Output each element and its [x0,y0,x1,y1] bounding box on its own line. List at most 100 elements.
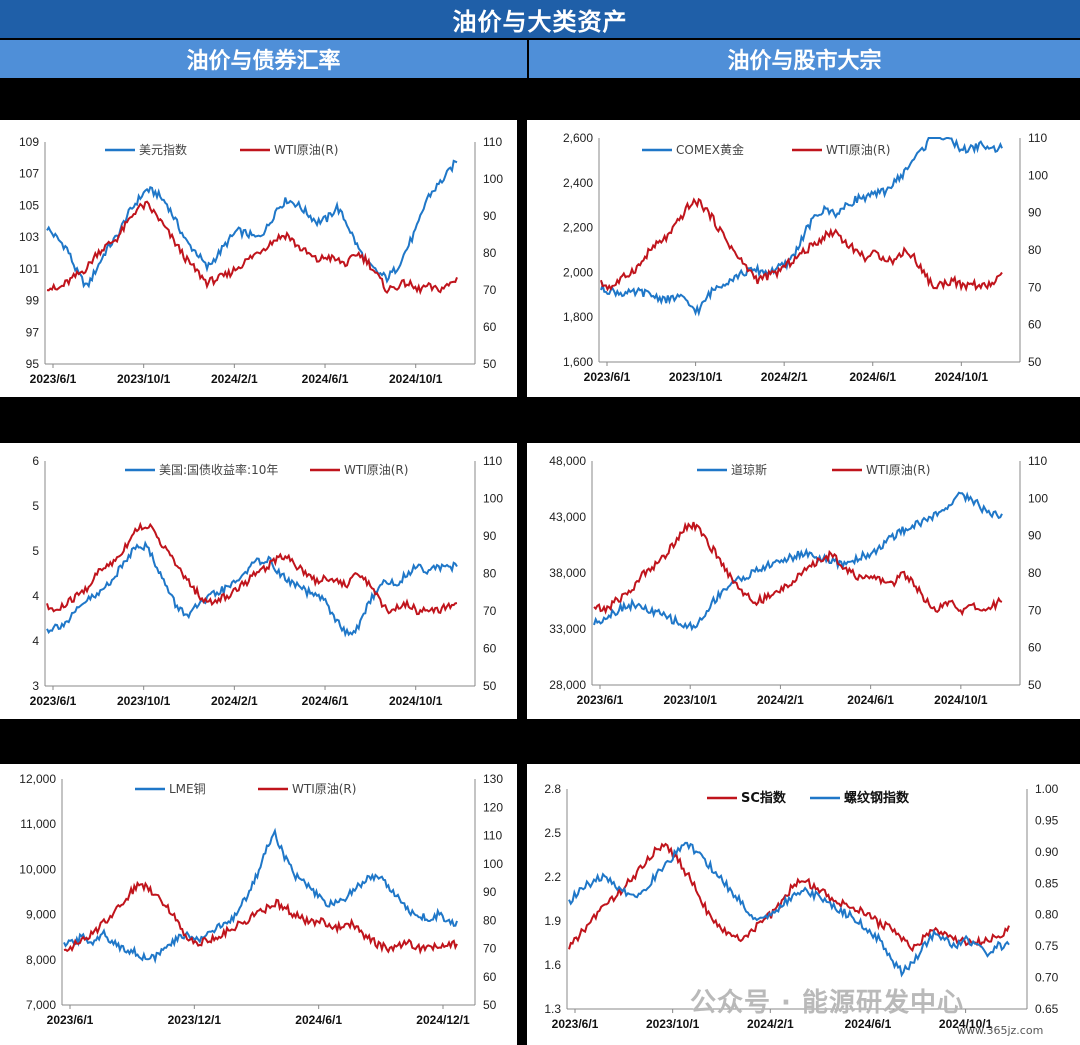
legend-label-1: LME铜 [169,781,206,796]
watermark-text: 公众号 · 能源研发中心 [690,988,964,1018]
y-right-tick-label: 100 [483,172,503,186]
x-tick-label: 2023/10/1 [646,1017,700,1031]
series-line-2 [46,200,458,296]
y-left-tick-label: 43,000 [549,510,586,524]
y-right-tick-label: 0.80 [1035,908,1059,922]
x-tick-label: 2024/6/1 [295,1013,342,1027]
y-left-tick-label: 109 [19,135,39,149]
series-line-2 [600,197,1003,293]
chart-panel-sc: 2.8 2.5 2.2 1.9 1.6 1.3 1.00 0.95 0.90 0.85 0.80 0.… [527,764,1080,1045]
y-left-tick-label: 6 [32,454,39,468]
chart-sc: 2.8 2.5 2.2 1.9 1.6 1.3 1.00 0.95 0.90 0.85 0.80 0.… [544,782,1059,1031]
y-right-tick-label: 110 [1028,454,1047,468]
y-left-tick-label: 2.8 [544,782,561,796]
right-section-header: 油价与股市大宗 [529,40,1080,78]
y-left-tick-label: 1,800 [563,310,593,324]
x-tick-label: 2024/6/1 [845,1017,892,1031]
watermark-site: www.365jz.com [957,1024,1044,1037]
x-tick-label: 2023/10/1 [664,693,718,707]
y-left-tick-label: 107 [19,167,39,181]
y-right-tick-label: 70 [1028,603,1042,617]
legend-label-1: SC指数 [741,790,787,806]
y-right-tick-label: 60 [483,970,497,984]
y-left-tick-label: 3 [32,679,39,693]
y-left-tick-label: 7,000 [26,998,56,1012]
x-tick-label: 2024/2/1 [757,693,804,707]
y-right-tick-label: 80 [483,913,497,927]
y-right-tick-label: 50 [1028,355,1042,369]
page-title: 油价与大类资产 [0,0,1080,38]
y-left-tick-label: 28,000 [549,678,586,692]
chart-treasury: 6 5 5 4 4 3 110 100 90 80 70 60 50 2023/6/1 2023/10/1 2… [30,454,504,708]
chart-panel-usd: 109 107 105 103 101 99 97 95 110 100 90 80 70 60 50 202… [0,120,517,397]
y-left-tick-label: 2,600 [563,131,593,145]
y-left-tick-label: 2,400 [563,176,593,190]
left-section-header: 油价与债券汇率 [0,40,527,78]
x-tick-label: 2023/10/1 [117,372,171,386]
y-left-tick-label: 10,000 [19,862,56,876]
chart-panel-gold: 2,600 2,400 2,200 2,000 1,800 1,600 110 100 90 80… [527,120,1080,397]
y-left-tick-label: 95 [26,357,40,371]
y-right-tick-label: 110 [483,829,502,843]
x-tick-label: 2023/6/1 [30,694,77,708]
series-line-2 [46,521,458,616]
y-left-tick-label: 1.9 [544,914,561,928]
y-right-tick-label: 120 [483,800,503,814]
legend-label-1: 美国:国债收益率:10年 [159,462,278,477]
y-right-tick-label: 0.70 [1035,971,1059,985]
chart-panel-dow: 48,000 43,000 38,000 33,000 28,000 110 100 90 80… [527,443,1080,719]
y-left-tick-label: 38,000 [549,566,586,580]
y-right-tick-label: 80 [483,567,497,581]
y-right-tick-label: 0.75 [1035,939,1059,953]
x-tick-label: 2024/10/1 [939,1017,993,1031]
y-left-tick-label: 2.2 [544,870,561,884]
legend-label-2: 螺纹钢指数 [844,790,910,806]
series-line-1 [568,842,1010,953]
y-left-tick-label: 105 [19,198,39,212]
y-left-tick-label: 103 [19,230,39,244]
x-tick-label: 2024/6/1 [302,372,349,386]
y-right-tick-label: 100 [1028,168,1048,182]
x-tick-label: 2023/10/1 [117,694,171,708]
series-line-1 [600,137,1003,317]
legend-label-2: WTI原油(R) [866,463,930,477]
x-tick-label: 2024/2/1 [211,372,258,386]
legend-label-1: 道琼斯 [731,462,767,477]
y-right-tick-label: 70 [483,283,497,297]
x-tick-label: 2023/10/1 [669,370,723,384]
y-left-tick-label: 8,000 [26,953,56,967]
y-left-tick-label: 33,000 [549,622,586,636]
y-right-tick-label: 1.00 [1035,782,1059,796]
legend-label-1: COMEX黄金 [676,142,744,157]
y-right-tick-label: 90 [483,209,497,223]
y-right-tick-label: 90 [1028,206,1042,220]
x-tick-label: 2023/6/1 [584,370,631,384]
y-right-tick-label: 80 [483,246,497,260]
chart-panel-treasury: 6 5 5 4 4 3 110 100 90 80 70 60 50 2023/6/1 2023/10/1 2… [0,443,517,719]
x-tick-label: 2024/6/1 [847,693,894,707]
y-right-tick-label: 60 [1028,641,1042,655]
y-right-tick-label: 80 [1028,243,1042,257]
y-left-tick-label: 2.5 [544,826,561,840]
y-right-tick-label: 70 [483,942,497,956]
y-right-tick-label: 90 [483,885,497,899]
series-line-1 [46,159,458,289]
y-left-tick-label: 11,000 [20,817,56,831]
y-right-tick-label: 70 [483,604,497,618]
x-tick-label: 2024/10/1 [934,693,988,707]
y-right-tick-label: 50 [1028,678,1042,692]
y-left-tick-label: 1,600 [563,355,593,369]
y-left-tick-label: 101 [19,262,39,276]
y-left-tick-label: 4 [32,589,39,603]
y-right-tick-label: 100 [483,492,503,506]
series-line-2 [593,521,1003,617]
y-right-tick-label: 50 [483,998,497,1012]
y-right-tick-label: 0.65 [1035,1002,1059,1016]
y-right-tick-label: 110 [483,454,502,468]
y-right-tick-label: 0.95 [1035,813,1059,827]
y-right-tick-label: 100 [1028,491,1048,505]
series-line-1 [63,827,458,965]
series-line-2 [568,841,1010,978]
y-left-tick-label: 2,000 [563,265,593,279]
y-left-tick-label: 4 [32,634,39,648]
